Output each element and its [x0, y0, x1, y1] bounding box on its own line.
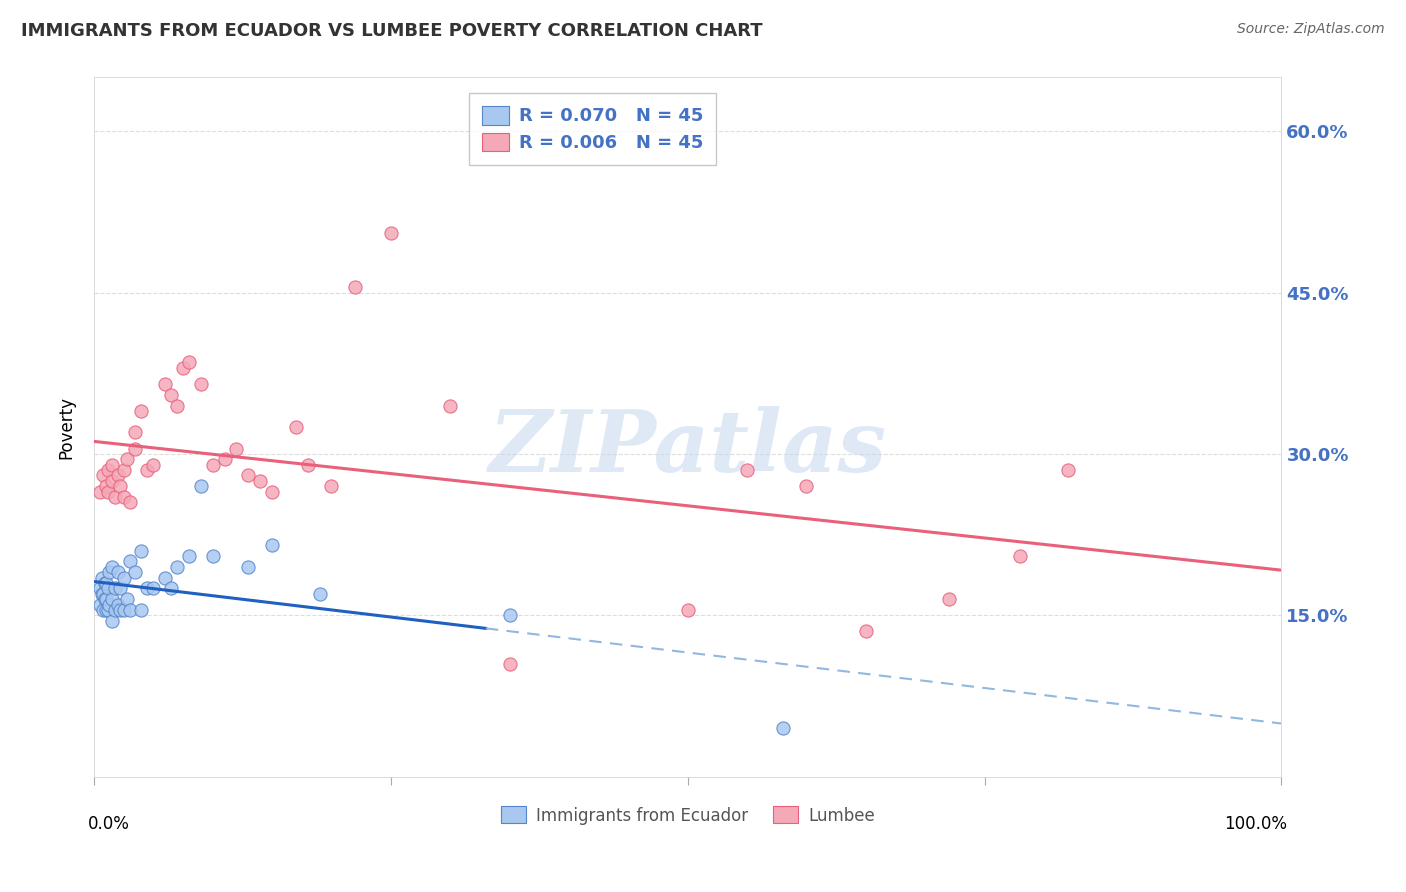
Point: [190, 376, 212, 391]
Point: [93, 468, 115, 483]
Point: [131, 543, 153, 558]
Point: [498, 608, 520, 623]
Point: [308, 587, 330, 601]
Point: [136, 582, 159, 596]
Point: [93, 587, 115, 601]
Point: [260, 484, 283, 499]
Point: [938, 592, 960, 607]
Point: [98, 566, 121, 580]
Point: [100, 592, 122, 607]
Point: [735, 463, 758, 477]
Point: [100, 614, 122, 628]
Point: [104, 603, 127, 617]
Point: [118, 603, 141, 617]
Point: [108, 603, 131, 617]
Point: [94, 592, 117, 607]
Point: [118, 554, 141, 568]
Text: Source: ZipAtlas.com: Source: ZipAtlas.com: [1237, 22, 1385, 37]
Point: [89, 598, 111, 612]
Point: [100, 474, 122, 488]
Point: [380, 227, 402, 241]
Point: [344, 280, 367, 294]
Point: [98, 598, 121, 612]
Text: ZIPatlas: ZIPatlas: [489, 406, 887, 490]
Point: [772, 721, 794, 735]
Point: [166, 399, 188, 413]
Point: [97, 463, 120, 477]
Point: [94, 576, 117, 591]
Legend: Immigrants from Ecuador, Lumbee: Immigrants from Ecuador, Lumbee: [494, 800, 882, 831]
Point: [160, 582, 183, 596]
Point: [108, 582, 131, 596]
Point: [94, 603, 117, 617]
Point: [107, 566, 129, 580]
Y-axis label: Poverty: Poverty: [58, 395, 75, 458]
Point: [104, 490, 127, 504]
Point: [91, 587, 114, 601]
Point: [91, 571, 114, 585]
Text: 0.0%: 0.0%: [89, 815, 129, 833]
Point: [108, 479, 131, 493]
Point: [153, 376, 176, 391]
Point: [97, 484, 120, 499]
Point: [160, 388, 183, 402]
Point: [1010, 549, 1032, 563]
Point: [439, 399, 461, 413]
Point: [136, 463, 159, 477]
Point: [112, 603, 135, 617]
Point: [100, 458, 122, 472]
Text: 100.0%: 100.0%: [1225, 815, 1288, 833]
Point: [100, 560, 122, 574]
Point: [97, 603, 120, 617]
Point: [142, 458, 165, 472]
Point: [498, 657, 520, 671]
Point: [93, 592, 115, 607]
Point: [238, 560, 260, 574]
Point: [201, 458, 224, 472]
Point: [131, 603, 153, 617]
Point: [104, 582, 127, 596]
Point: [124, 566, 146, 580]
Point: [190, 479, 212, 493]
Point: [153, 571, 176, 585]
Point: [177, 549, 200, 563]
Point: [115, 452, 138, 467]
Point: [115, 592, 138, 607]
Text: IMMIGRANTS FROM ECUADOR VS LUMBEE POVERTY CORRELATION CHART: IMMIGRANTS FROM ECUADOR VS LUMBEE POVERT…: [21, 22, 762, 40]
Point: [89, 582, 111, 596]
Point: [172, 360, 194, 375]
Point: [166, 560, 188, 574]
Point: [855, 624, 877, 639]
Point: [284, 420, 307, 434]
Point: [107, 598, 129, 612]
Point: [225, 442, 247, 456]
Point: [321, 479, 343, 493]
Point: [676, 603, 699, 617]
Point: [238, 468, 260, 483]
Point: [131, 404, 153, 418]
Point: [249, 474, 271, 488]
Point: [260, 538, 283, 552]
Point: [107, 468, 129, 483]
Point: [142, 582, 165, 596]
Point: [201, 549, 224, 563]
Point: [214, 452, 236, 467]
Point: [1056, 463, 1078, 477]
Point: [93, 603, 115, 617]
Point: [94, 479, 117, 493]
Point: [124, 442, 146, 456]
Point: [112, 490, 135, 504]
Point: [796, 479, 818, 493]
Point: [112, 571, 135, 585]
Point: [89, 484, 111, 499]
Point: [118, 495, 141, 509]
Point: [297, 458, 319, 472]
Point: [124, 425, 146, 440]
Point: [177, 355, 200, 369]
Point: [97, 582, 120, 596]
Point: [112, 463, 135, 477]
Point: [93, 576, 115, 591]
